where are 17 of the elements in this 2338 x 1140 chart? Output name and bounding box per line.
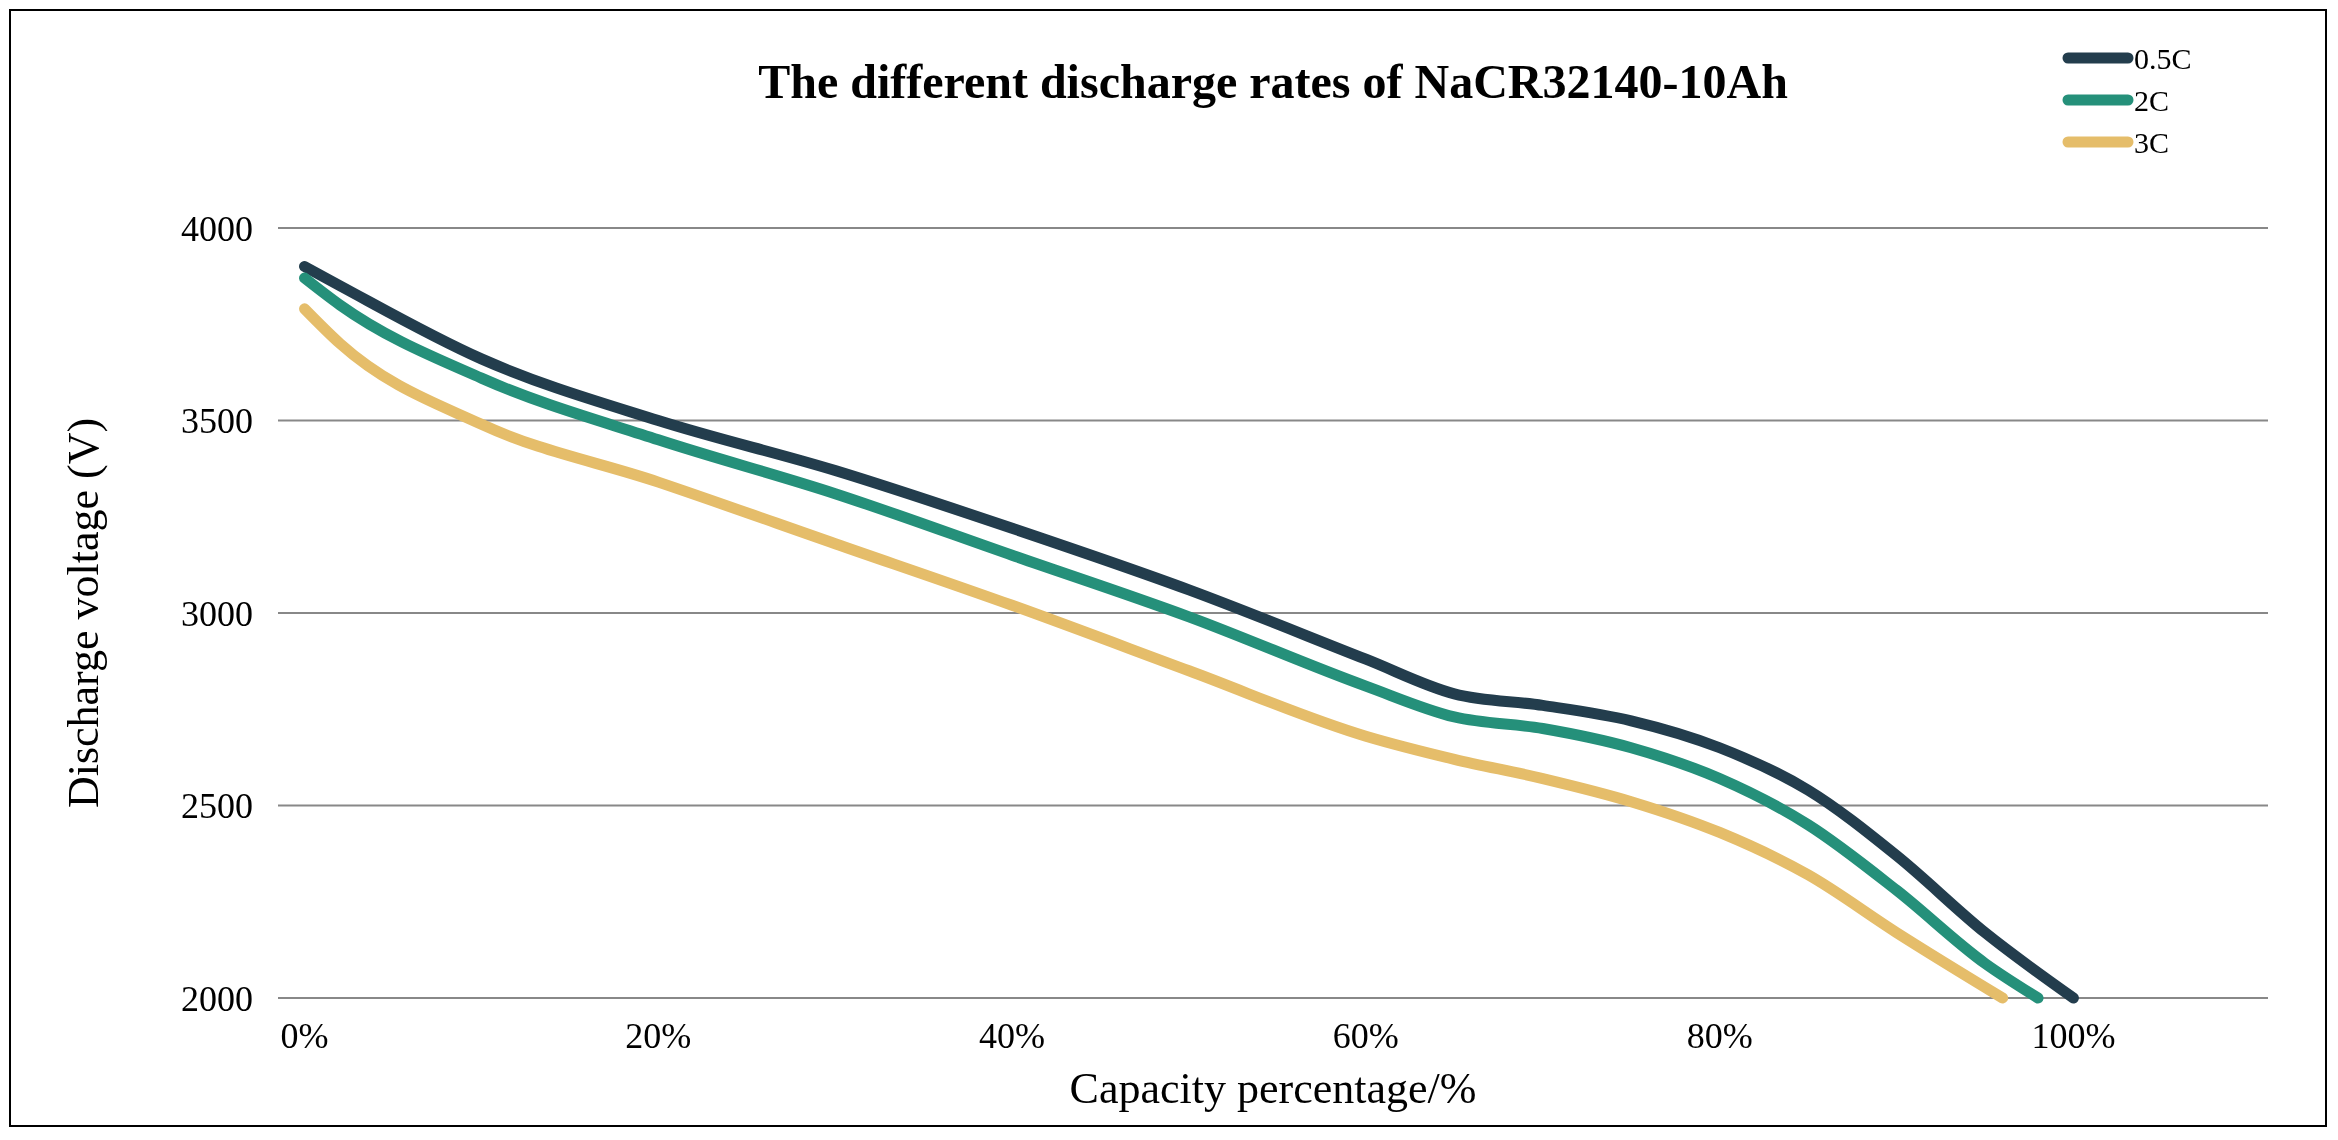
legend-label: 3C xyxy=(2134,125,2170,159)
chart-title: The different discharge rates of NaCR32140-10Ah xyxy=(758,55,1788,108)
x-tick-label: 20% xyxy=(625,1016,692,1056)
y-tick-label: 4000 xyxy=(181,208,253,249)
x-tick-label: 60% xyxy=(1332,1016,1399,1056)
x-tick-label: 100% xyxy=(2031,1016,2116,1056)
x-axis-title: Capacity percentage/% xyxy=(1069,1064,1477,1113)
legend-label: 2C xyxy=(2134,83,2170,117)
x-tick-label: 0% xyxy=(280,1016,329,1056)
y-tick-label: 3000 xyxy=(181,593,253,634)
y-tick-label: 3500 xyxy=(181,401,253,442)
y-axis-title: Discharge voltage (V) xyxy=(59,417,108,809)
legend-label: 0.5C xyxy=(2134,41,2192,75)
y-tick-label: 2500 xyxy=(181,786,253,827)
x-tick-label: 40% xyxy=(979,1016,1046,1056)
x-tick-label: 80% xyxy=(1686,1016,1753,1056)
y-tick-label: 2000 xyxy=(181,978,253,1019)
